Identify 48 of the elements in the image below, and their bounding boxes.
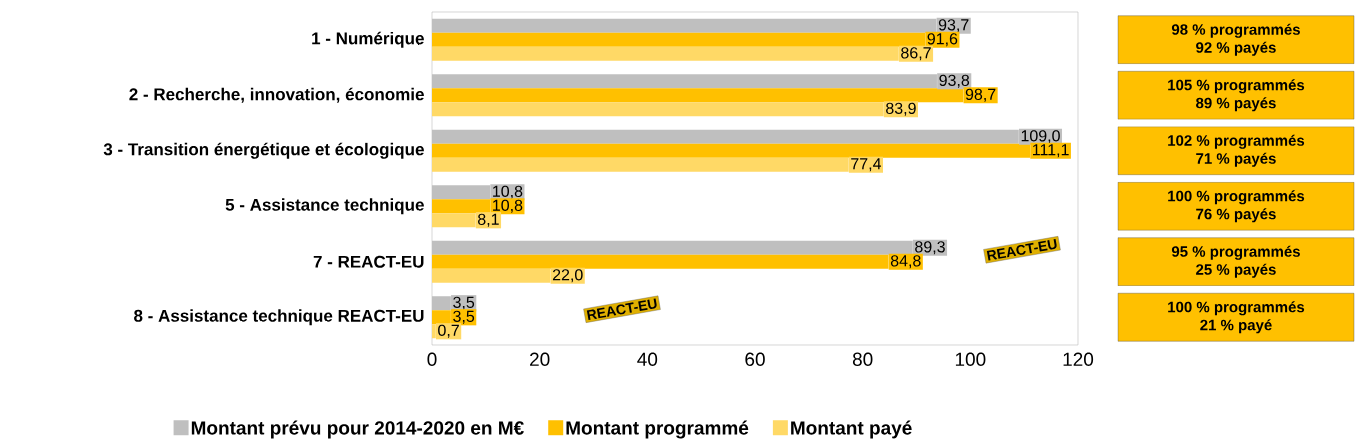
text: 92 % payés (1196, 41, 1276, 56)
legend-label: Montant programmé (566, 420, 749, 439)
text: 21 % payé (1200, 319, 1272, 334)
annotation: REACT-EU (586, 298, 657, 321)
text: 89 % payés (1196, 97, 1276, 112)
y-tick-label: 8 - Assistance technique REACT-EU (134, 309, 424, 326)
x-tick-label: 60 (745, 352, 765, 366)
data-label: 86,7 (901, 47, 931, 61)
data-label: 83,9 (886, 102, 916, 116)
x-tick-label: 20 (530, 352, 550, 366)
x-tick-label: 100 (955, 352, 986, 366)
legend-label: Montant payé (791, 420, 912, 439)
text: 76 % payés (1196, 208, 1276, 223)
data-label: 10,8 (493, 199, 523, 213)
y-tick-label: 5 - Assistance technique (225, 198, 424, 215)
y-tick-label: 1 - Numérique (312, 31, 424, 48)
data-label: 77,4 (851, 158, 882, 172)
text: 100 % programmés (1168, 301, 1305, 316)
data-label: 89,3 (915, 241, 945, 255)
data-label: 0,7 (438, 324, 459, 338)
text: 95 % programmés (1171, 245, 1300, 260)
text: 71 % payés (1196, 152, 1276, 167)
x-tick-label: 80 (852, 352, 873, 366)
text: 25 % payés (1196, 263, 1276, 278)
data-label: 3,5 (453, 310, 475, 324)
annotation: REACT-EU (986, 238, 1057, 261)
data-label: 8,1 (478, 213, 499, 227)
text: 100 % programmés (1168, 190, 1305, 205)
y-tick-label: 7 - REACT-EU (313, 255, 424, 268)
x-tick-label: 120 (1063, 352, 1094, 366)
data-label: 111,1 (1033, 144, 1069, 158)
text: 102 % programmés (1168, 134, 1305, 149)
text: 98 % programmés (1171, 23, 1300, 38)
data-label: 91,6 (927, 33, 958, 47)
legend-label: Montant prévu pour 2014-2020 en M€ (191, 420, 524, 439)
data-label: 98,7 (965, 88, 996, 102)
y-tick-label: 2 - Recherche, innovation, économie (129, 87, 424, 103)
x-tick-label: 40 (637, 352, 658, 366)
data-label: 10,8 (493, 185, 523, 199)
y-tick-label: 3 - Transition énergétique et écologique (103, 142, 424, 159)
data-label: 93,8 (939, 74, 970, 88)
data-label: 109,0 (1021, 130, 1060, 144)
data-label: 3,5 (453, 296, 475, 310)
data-label: 93,7 (938, 19, 969, 33)
x-tick-label: 0 (427, 352, 437, 366)
data-label: 22,0 (552, 269, 583, 283)
data-label: 84,8 (890, 255, 921, 269)
text: 105 % programmés (1168, 79, 1305, 94)
